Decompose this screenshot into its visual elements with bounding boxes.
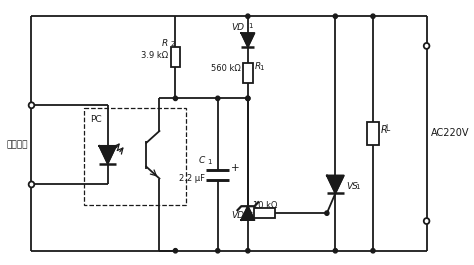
Circle shape — [173, 96, 177, 100]
Circle shape — [246, 96, 250, 100]
Polygon shape — [327, 175, 344, 193]
Text: PC: PC — [90, 115, 101, 124]
Text: R: R — [162, 39, 168, 48]
Text: 1: 1 — [208, 159, 212, 165]
Circle shape — [424, 43, 429, 49]
Circle shape — [371, 249, 375, 253]
Text: R: R — [381, 125, 387, 135]
Text: L: L — [385, 125, 390, 134]
Text: VS: VS — [346, 182, 358, 191]
Text: 1: 1 — [248, 23, 252, 29]
Text: 560 kΩ: 560 kΩ — [210, 64, 240, 73]
Bar — [171, 47, 180, 67]
Polygon shape — [241, 206, 255, 220]
Bar — [84, 108, 186, 205]
Text: 2: 2 — [171, 41, 175, 47]
Polygon shape — [99, 146, 116, 164]
Text: 2.2 μF: 2.2 μF — [179, 174, 205, 183]
Text: 控制信号: 控制信号 — [6, 140, 27, 149]
Circle shape — [333, 14, 337, 18]
Text: R: R — [255, 62, 261, 71]
Text: +: + — [231, 163, 239, 173]
Polygon shape — [241, 33, 255, 47]
Circle shape — [28, 182, 34, 187]
Circle shape — [28, 102, 34, 108]
Text: VD: VD — [231, 23, 244, 32]
Circle shape — [371, 14, 375, 18]
Circle shape — [246, 249, 250, 253]
Bar — [255, 208, 275, 218]
Circle shape — [216, 96, 220, 100]
Text: C: C — [198, 156, 205, 165]
Text: 3.9 kΩ: 3.9 kΩ — [141, 51, 168, 60]
Text: 1: 1 — [259, 65, 264, 71]
Text: AC220V: AC220V — [431, 129, 470, 139]
Bar — [367, 122, 379, 145]
Text: 10 kΩ: 10 kΩ — [253, 201, 277, 210]
Circle shape — [333, 249, 337, 253]
Text: Z: Z — [248, 212, 253, 218]
Circle shape — [216, 249, 220, 253]
Bar — [243, 63, 253, 82]
Circle shape — [325, 211, 329, 215]
Circle shape — [246, 14, 250, 18]
Text: 1: 1 — [355, 184, 360, 190]
Circle shape — [246, 96, 250, 100]
Circle shape — [424, 218, 429, 224]
Text: VD: VD — [231, 211, 244, 220]
Circle shape — [173, 249, 177, 253]
